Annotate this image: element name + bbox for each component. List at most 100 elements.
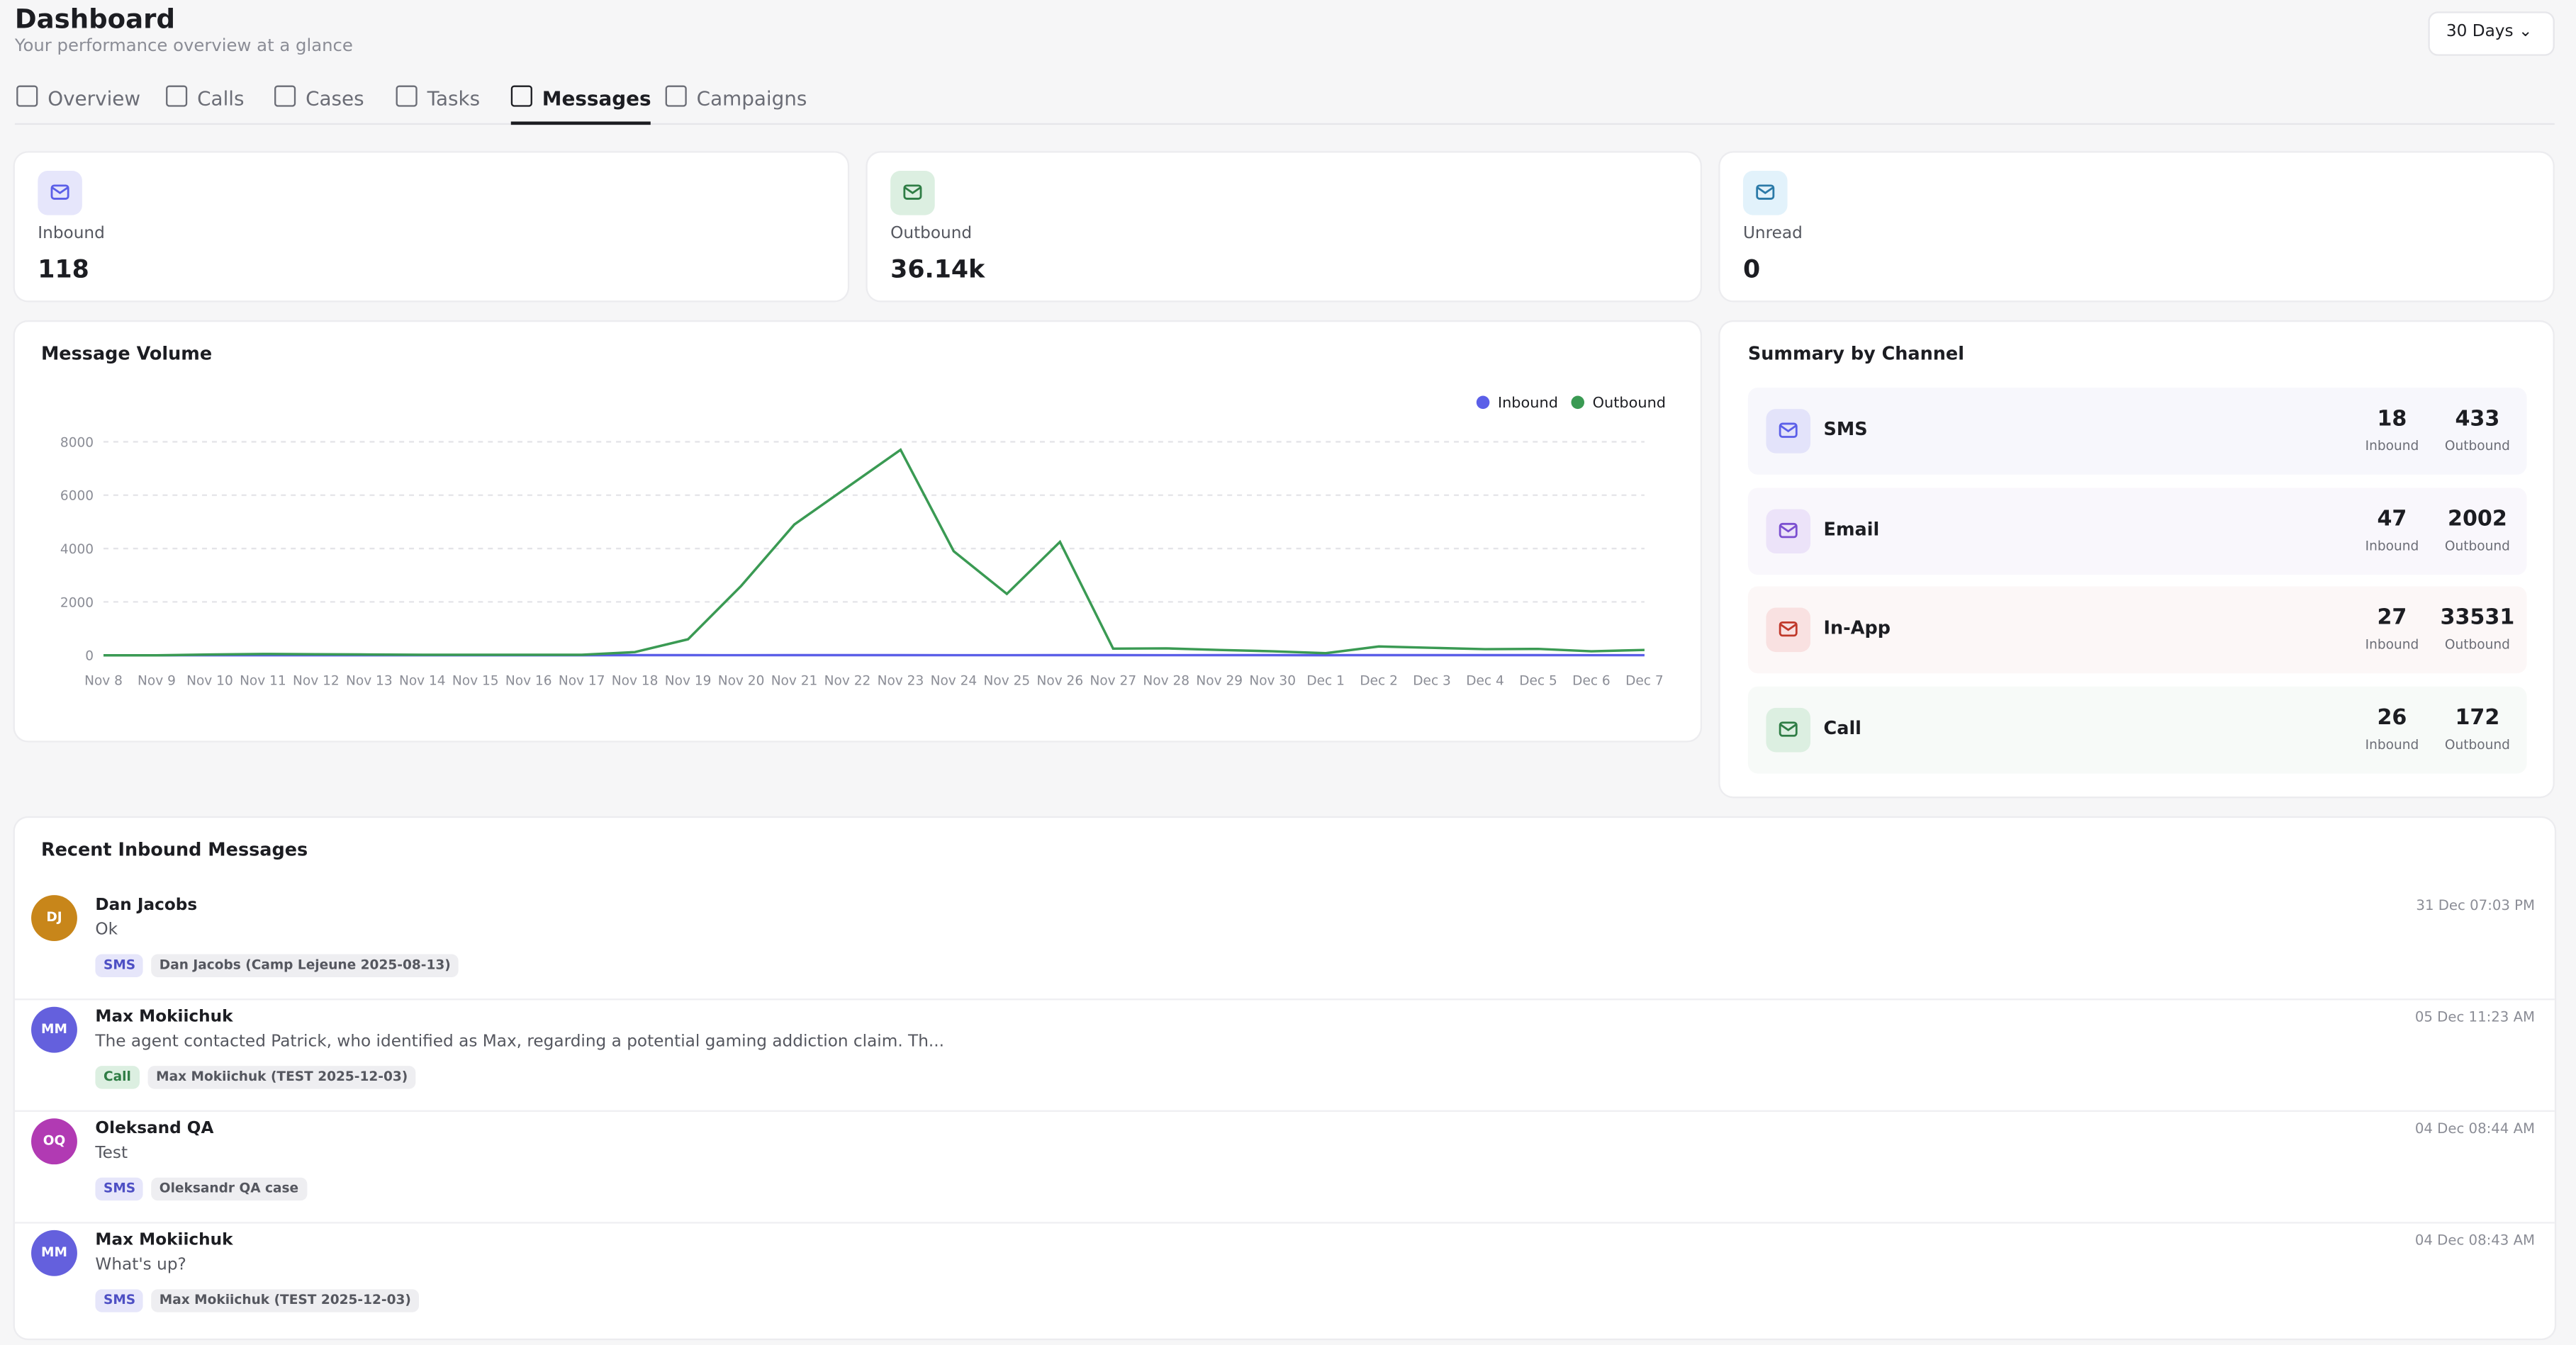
icon (1766, 409, 1810, 454)
tab-label: Cases (306, 86, 364, 111)
sender-name[interactable]: Max Mokiichuk (95, 1008, 233, 1027)
x-tick-label: Nov 14 (399, 673, 446, 688)
icon-glyph (903, 184, 922, 200)
chart-title: Message Volume (40, 343, 213, 365)
tab-label: Tasks (427, 86, 481, 111)
tab-label: Campaigns (696, 86, 807, 111)
stat-value: 118 (38, 254, 89, 284)
x-tick-label: Dec 6 (1572, 673, 1611, 688)
tag: Call (95, 1066, 140, 1089)
tab[interactable]: Campaigns (665, 85, 807, 125)
x-tick-label: Dec 4 (1466, 673, 1504, 688)
x-tick-label: Nov 20 (718, 673, 765, 688)
channel-name: In-App (1823, 618, 1891, 640)
icon (1766, 608, 1810, 653)
message-text: Ok (95, 921, 118, 940)
sender-name[interactable]: Max Mokiichuk (95, 1232, 233, 1250)
message-text: The agent contacted Patrick, who identif… (95, 1032, 945, 1052)
outbound-count: 2002 (2448, 507, 2507, 532)
channel-name: SMS (1823, 418, 1868, 441)
sender-name[interactable]: Dan Jacobs (95, 896, 198, 915)
inbound-label: Inbound (2365, 638, 2419, 653)
tab-label: Messages (542, 86, 651, 111)
avatar: OQ (31, 1118, 77, 1165)
avatar: MM (31, 1006, 77, 1053)
page-title: Dashboard (14, 3, 176, 35)
icon-glyph (1779, 721, 1798, 737)
channel-name: Call (1823, 718, 1861, 740)
legend-label: Outbound (1593, 394, 1666, 411)
tag: SMS (95, 1177, 144, 1201)
tag: Dan Jacobs (Camp Lejeune 2025-08-13) (151, 954, 459, 977)
inbound-count: 26 (2377, 706, 2407, 731)
tab-label: Calls (197, 86, 245, 111)
message-text: What's up? (95, 1256, 186, 1275)
outbound-count: 172 (2455, 706, 2500, 731)
icon-glyph (1779, 621, 1798, 638)
tab-icon (166, 85, 188, 107)
x-tick-label: Nov 25 (984, 673, 1031, 688)
x-tick-label: Dec 1 (1306, 673, 1345, 688)
stat-label: Outbound (890, 225, 973, 244)
timestamp: 04 Dec 08:44 AM (2414, 1121, 2536, 1139)
x-tick-label: Nov 10 (186, 673, 233, 688)
icon (38, 171, 82, 215)
x-tick-label: Nov 11 (240, 673, 286, 688)
y-tick-label: 0 (85, 649, 94, 664)
x-tick-label: Nov 22 (824, 673, 871, 688)
x-tick-label: Nov 21 (771, 673, 818, 688)
timestamp: 31 Dec 07:03 PM (2416, 898, 2536, 915)
x-tick-label: Dec 5 (1519, 673, 1557, 688)
x-tick-label: Nov 8 (84, 673, 123, 688)
y-tick-label: 8000 (60, 435, 94, 450)
tab[interactable]: Tasks (396, 85, 481, 125)
tab[interactable]: Messages (510, 85, 651, 125)
x-tick-label: Nov 17 (559, 673, 605, 688)
tag: Oleksandr QA case (151, 1177, 307, 1201)
inbound-count: 18 (2377, 407, 2407, 432)
channel-name: Email (1823, 518, 1880, 540)
message-text: Test (95, 1144, 128, 1163)
inbound-count: 27 (2377, 607, 2407, 631)
legend-marker (1571, 395, 1585, 410)
x-tick-label: Nov 24 (931, 673, 978, 688)
x-tick-label: Nov 12 (293, 673, 340, 688)
x-tick-label: Dec 7 (1625, 673, 1664, 688)
tag: SMS (95, 954, 144, 977)
stat-value: 0 (1742, 254, 1761, 284)
tab[interactable]: Cases (274, 85, 364, 125)
tag: Max Mokiichuk (TEST 2025-12-03) (147, 1066, 416, 1089)
icon-glyph (50, 184, 69, 200)
legend-label: Inbound (1498, 394, 1558, 411)
timestamp: 04 Dec 08:43 AM (2414, 1233, 2536, 1250)
recent-card (14, 818, 2555, 1339)
x-tick-label: Nov 13 (346, 673, 393, 688)
stat-value: 36.14k (890, 254, 985, 284)
x-tick-label: Nov 9 (138, 673, 176, 688)
tab-icon (665, 85, 687, 107)
outbound-label: Outbound (2444, 438, 2510, 454)
channel-row (1747, 686, 2527, 774)
channel-row (1747, 387, 2527, 475)
icon (1766, 708, 1810, 753)
tab[interactable]: Overview (16, 85, 140, 125)
summary-title: Summary by Channel (1747, 343, 1964, 365)
channel-row (1747, 587, 2527, 675)
outbound-count: 33531 (2440, 607, 2515, 631)
x-tick-label: Nov 28 (1143, 673, 1189, 688)
chart-card (14, 322, 1701, 741)
icon (890, 171, 935, 215)
range-select[interactable]: 30 Days ⌄ (2428, 11, 2555, 56)
tab[interactable]: Calls (166, 85, 245, 125)
sender-name[interactable]: Oleksand QA (95, 1120, 214, 1139)
tag: SMS (95, 1289, 144, 1312)
avatar: MM (31, 1229, 77, 1276)
stat-card (14, 152, 848, 301)
inbound-count: 47 (2377, 507, 2407, 532)
icon (1766, 508, 1810, 553)
stat-label: Unread (1742, 225, 1803, 244)
outbound-count: 433 (2455, 407, 2500, 432)
y-tick-label: 2000 (60, 595, 94, 610)
